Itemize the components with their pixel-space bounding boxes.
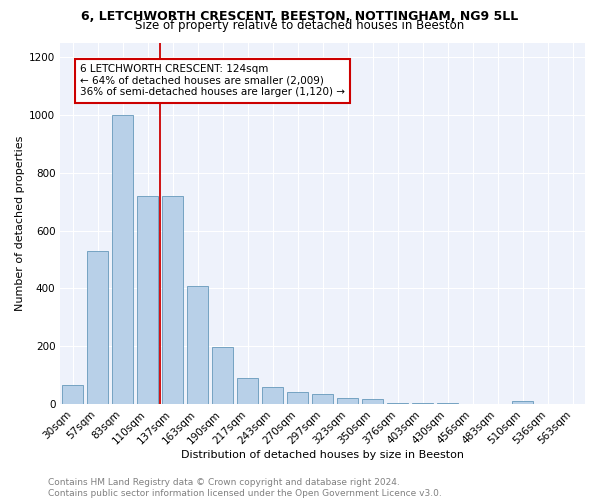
Text: Contains HM Land Registry data © Crown copyright and database right 2024.
Contai: Contains HM Land Registry data © Crown c… (48, 478, 442, 498)
Bar (387, 403, 408, 404)
Bar (87, 251, 109, 404)
Bar (162, 196, 184, 404)
Bar (262, 388, 283, 404)
Bar (362, 399, 383, 404)
Bar (237, 378, 258, 404)
Bar (287, 392, 308, 404)
Y-axis label: Number of detached properties: Number of detached properties (15, 136, 25, 311)
Bar (512, 400, 533, 404)
Text: 6 LETCHWORTH CRESCENT: 124sqm
← 64% of detached houses are smaller (2,009)
36% o: 6 LETCHWORTH CRESCENT: 124sqm ← 64% of d… (80, 64, 345, 98)
Bar (412, 403, 433, 404)
Bar (112, 115, 133, 404)
Bar (187, 286, 208, 404)
Text: 6, LETCHWORTH CRESCENT, BEESTON, NOTTINGHAM, NG9 5LL: 6, LETCHWORTH CRESCENT, BEESTON, NOTTING… (82, 10, 518, 23)
Bar (62, 384, 83, 404)
Text: Size of property relative to detached houses in Beeston: Size of property relative to detached ho… (136, 19, 464, 32)
Bar (312, 394, 333, 404)
Bar (212, 347, 233, 404)
X-axis label: Distribution of detached houses by size in Beeston: Distribution of detached houses by size … (181, 450, 464, 460)
Bar (137, 196, 158, 404)
Bar (437, 403, 458, 404)
Bar (337, 398, 358, 404)
